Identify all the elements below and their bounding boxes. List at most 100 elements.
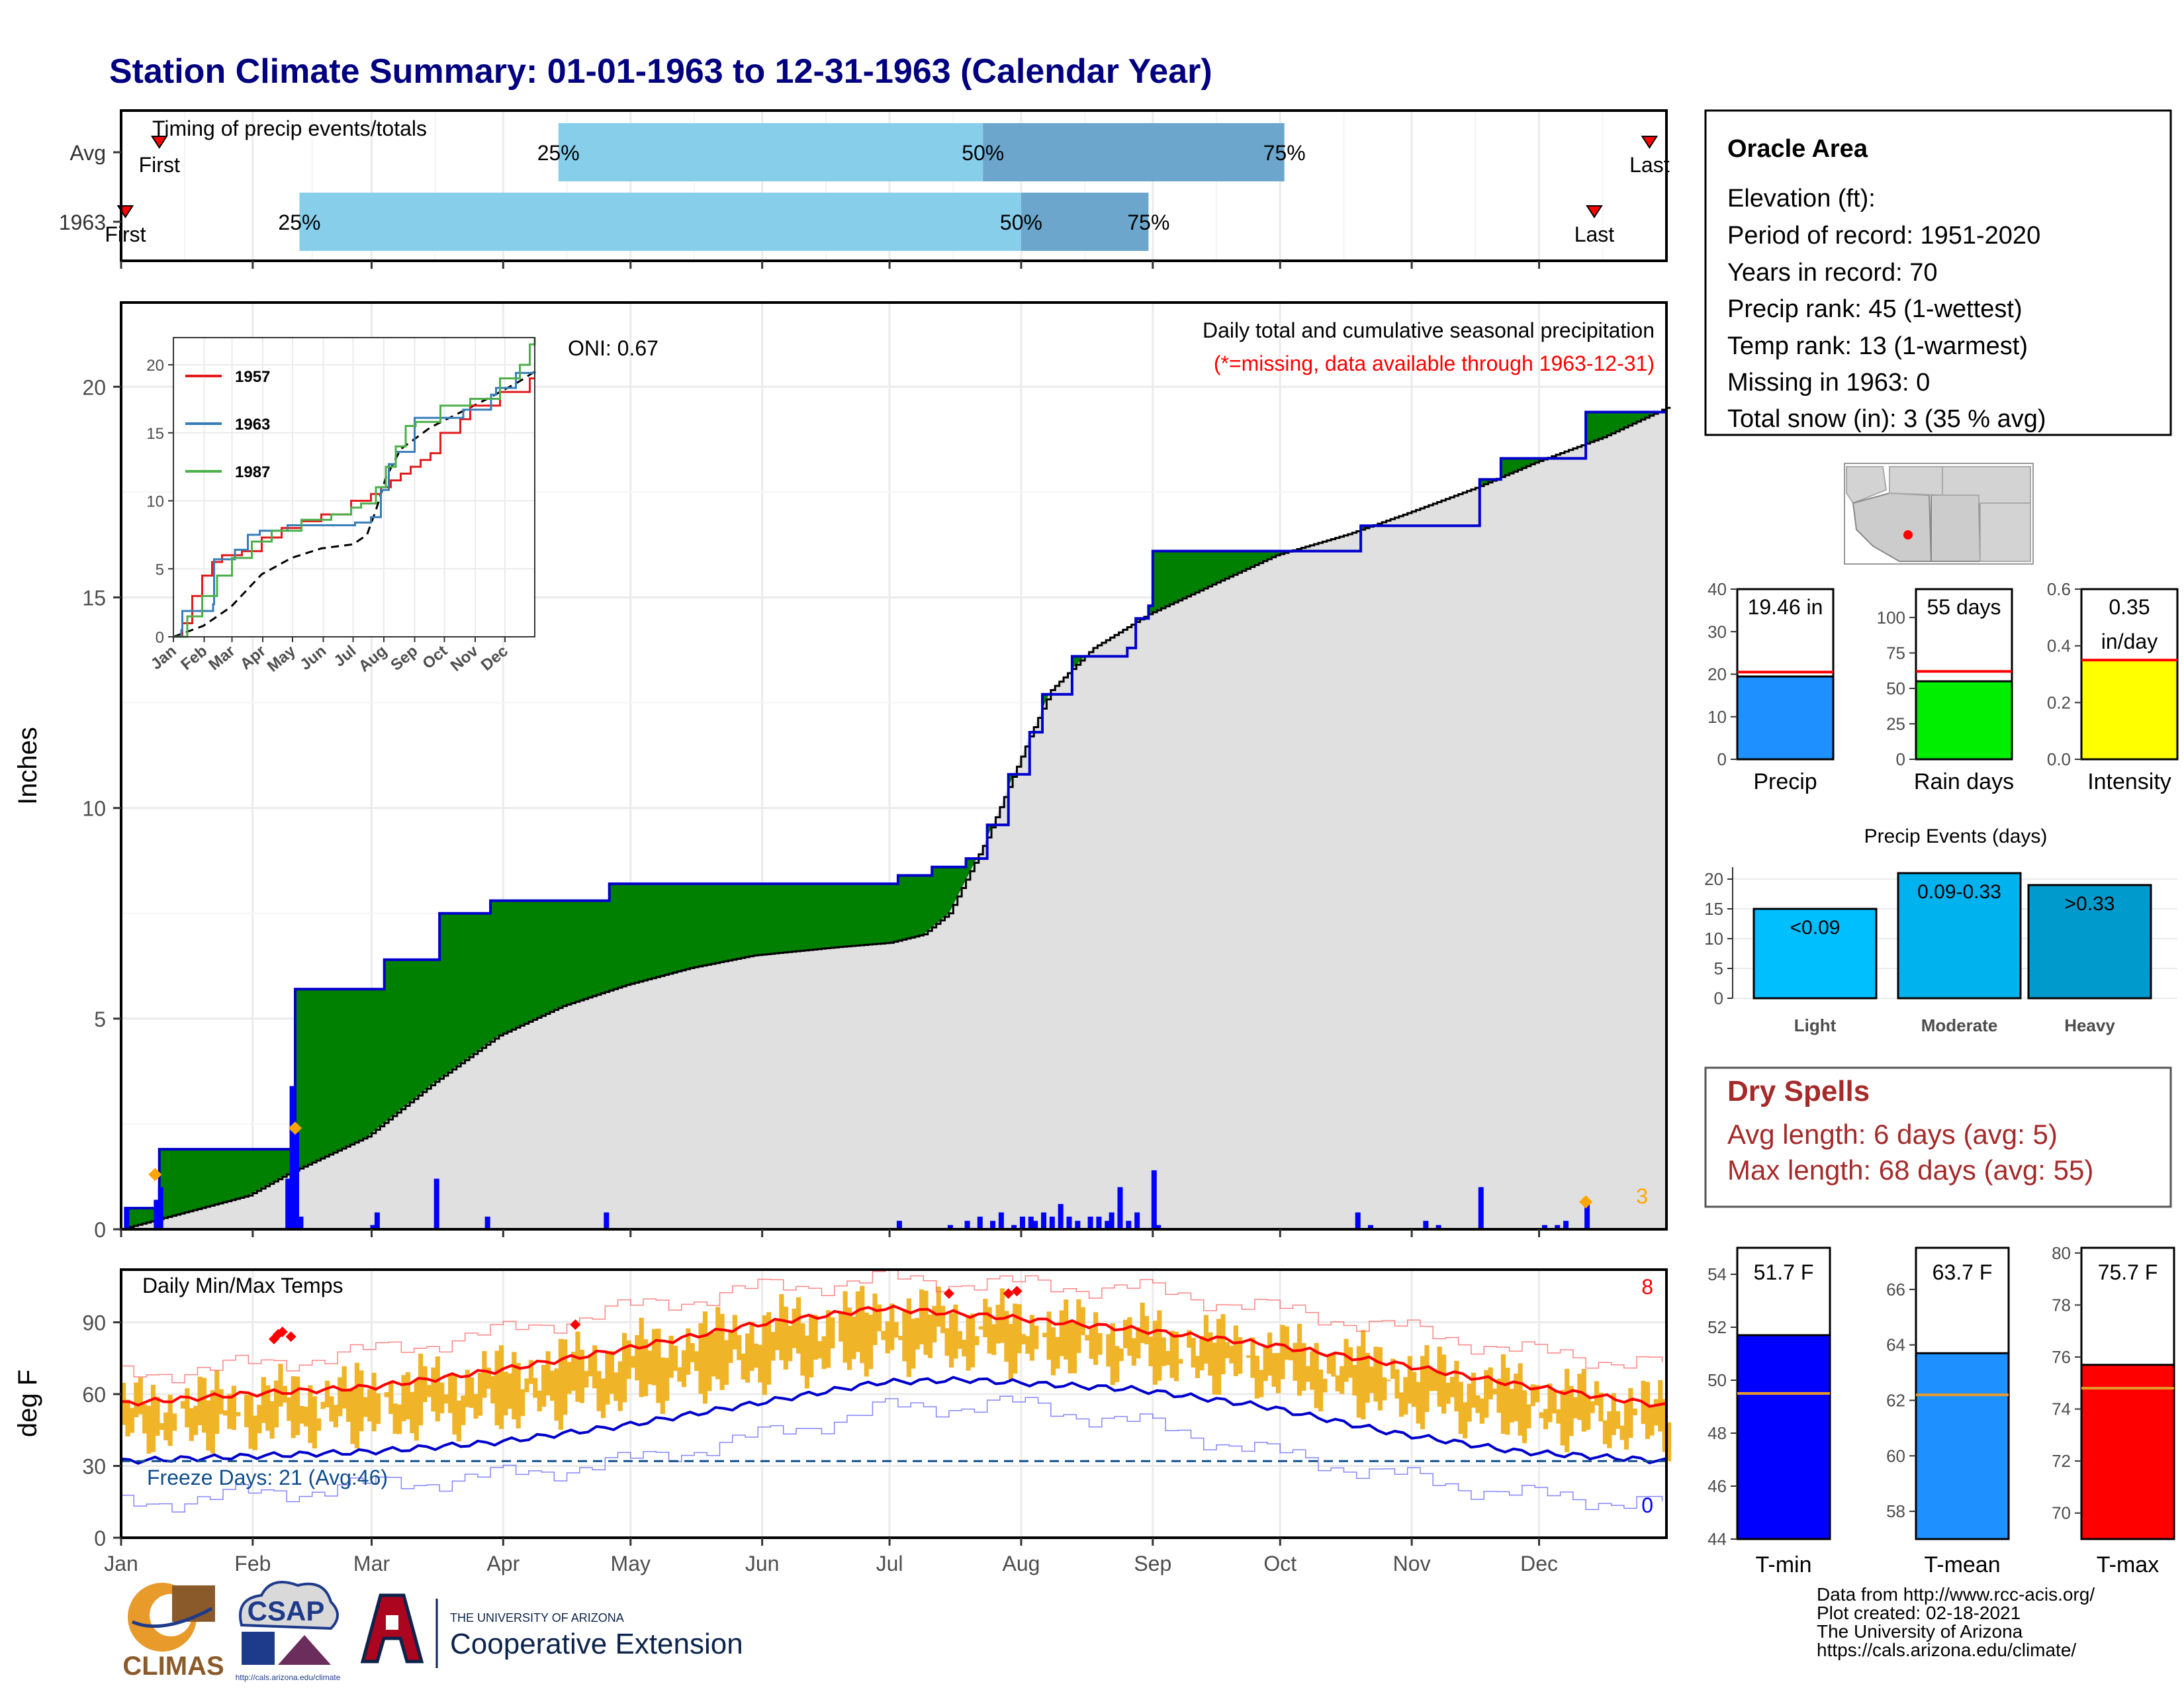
- daily-temp-range-bar: [1195, 1356, 1201, 1378]
- above-avg-area: [987, 825, 992, 838]
- daily-precip-bar: [484, 1216, 490, 1229]
- above-avg-area: [244, 1149, 250, 1197]
- daily-temp-range-bar: [567, 1362, 572, 1394]
- above-avg-area: [804, 884, 809, 951]
- daily-temp-range-bar: [1398, 1392, 1404, 1417]
- daily-temp-range-bar: [1034, 1325, 1039, 1350]
- above-avg-area: [698, 884, 704, 966]
- above-avg-area: [821, 884, 827, 949]
- above-avg-area: [375, 989, 381, 1130]
- above-avg-area: [146, 1208, 152, 1223]
- station-line-7: Total snow (in): 3 (35 % avg): [1727, 405, 2046, 433]
- daily-precip-bar: [124, 1208, 130, 1229]
- above-avg-area: [486, 913, 491, 1045]
- timing-last-label: Last: [1629, 153, 1670, 177]
- record-high-marker: [285, 1331, 296, 1342]
- daily-temp-range-bar: [766, 1312, 772, 1385]
- above-avg-area: [1246, 551, 1251, 569]
- university-a-logo: THE UNIVERSITY OF ARIZONA Cooperative Ex…: [360, 1593, 743, 1668]
- daily-temp-range-bar: [1068, 1322, 1073, 1374]
- daily-temp-range-bar: [860, 1286, 865, 1364]
- above-avg-area: [614, 884, 619, 990]
- temps-ytick-label: 30: [82, 1455, 106, 1479]
- above-avg-area: [1238, 551, 1243, 573]
- above-avg-area: [341, 989, 347, 1149]
- above-avg-area: [456, 913, 461, 1066]
- daily-temp-range-bar: [796, 1297, 801, 1354]
- above-avg-area: [732, 884, 737, 960]
- temp-ytick-label: 50: [1707, 1370, 1727, 1390]
- event-category-label: Moderate: [1921, 1015, 1998, 1035]
- above-avg-area: [702, 884, 707, 966]
- daily-temp-range-bar: [1407, 1356, 1412, 1404]
- daily-temp-range-bar: [134, 1382, 139, 1417]
- svg-text:CSAP: CSAP: [248, 1595, 325, 1626]
- event-range-label: <0.09: [1790, 917, 1841, 939]
- daily-temp-range-bar: [1488, 1367, 1493, 1400]
- daily-temp-range-bar: [600, 1378, 606, 1419]
- daily-temp-range-bar: [1314, 1342, 1319, 1409]
- avg-min-line: [120, 1376, 1667, 1465]
- daily-temp-range-bar: [146, 1405, 152, 1454]
- min-record-count: 0: [1641, 1493, 1653, 1517]
- above-avg-area: [316, 989, 322, 1161]
- above-avg-area: [1280, 551, 1285, 554]
- above-avg-area: [257, 1149, 262, 1192]
- above-avg-area: [647, 884, 653, 980]
- oni-label: ONI: 0.67: [568, 336, 659, 360]
- inset-ytick-label: 5: [156, 561, 164, 579]
- daily-temp-range-bar: [983, 1299, 988, 1337]
- daily-temp-range-bar: [885, 1321, 890, 1354]
- daily-temp-range-bar: [1607, 1411, 1612, 1448]
- daily-temp-range-bar: [1535, 1385, 1540, 1403]
- daily-temp-range-bar: [1619, 1425, 1625, 1440]
- precip-ytick-label: 0: [94, 1218, 106, 1242]
- daily-temp-range-bar: [762, 1315, 767, 1395]
- daily-precip-bar: [1367, 1225, 1373, 1229]
- event-range-label: >0.33: [2065, 893, 2115, 915]
- events-ytick-label: 0: [1714, 988, 1723, 1008]
- temp-ytick-label: 60: [1886, 1446, 1905, 1466]
- above-avg-area: [796, 884, 801, 951]
- above-avg-area: [240, 1149, 245, 1198]
- above-avg-area: [1165, 551, 1171, 606]
- daily-temp-range-bar: [1220, 1314, 1226, 1374]
- inset-line-1957: [173, 377, 535, 638]
- daily-temp-range-bar: [647, 1350, 653, 1385]
- timing-p75-label: 75%: [1263, 141, 1306, 165]
- daily-temp-range-bar: [456, 1400, 461, 1442]
- above-avg-area: [630, 884, 635, 984]
- month-tick-label: Dec: [1520, 1552, 1558, 1575]
- daily-temp-range-bar: [1071, 1323, 1077, 1374]
- above-avg-area: [329, 989, 334, 1155]
- above-avg-area: [222, 1149, 228, 1203]
- daily-temp-range-bar: [265, 1385, 271, 1431]
- daily-temp-range-bar: [1386, 1380, 1391, 1382]
- above-avg-area: [605, 900, 610, 992]
- above-avg-area: [728, 884, 733, 961]
- daily-temp-range-bar: [1233, 1325, 1238, 1376]
- daily-temp-range-bar: [809, 1314, 814, 1378]
- daily-temp-range-bar: [443, 1394, 449, 1404]
- daily-temp-range-bar: [1110, 1323, 1115, 1385]
- above-avg-area: [1152, 551, 1158, 612]
- daily-temp-range-bar: [745, 1333, 751, 1383]
- avg-max-line: [120, 1304, 1667, 1408]
- daily-temp-range-bar: [465, 1370, 470, 1407]
- above-avg-area: [686, 884, 691, 970]
- temp-ytick-label: 66: [1886, 1280, 1905, 1299]
- above-avg-area: [185, 1149, 190, 1213]
- above-avg-area: [359, 989, 364, 1141]
- above-avg-area: [1182, 551, 1187, 598]
- above-avg-area: [1514, 458, 1519, 472]
- daily-precip-bar: [1423, 1221, 1429, 1229]
- daily-temp-range-bar: [414, 1379, 419, 1441]
- daily-temp-range-bar: [614, 1372, 619, 1401]
- daily-temp-range-bar: [1467, 1383, 1472, 1422]
- above-avg-area: [588, 900, 593, 998]
- above-avg-area: [426, 959, 432, 1089]
- above-avg-area: [737, 884, 742, 959]
- daily-temp-range-bar: [719, 1313, 725, 1390]
- daily-temp-range-bar: [503, 1372, 508, 1416]
- precip-ylabel: Inches: [13, 727, 42, 805]
